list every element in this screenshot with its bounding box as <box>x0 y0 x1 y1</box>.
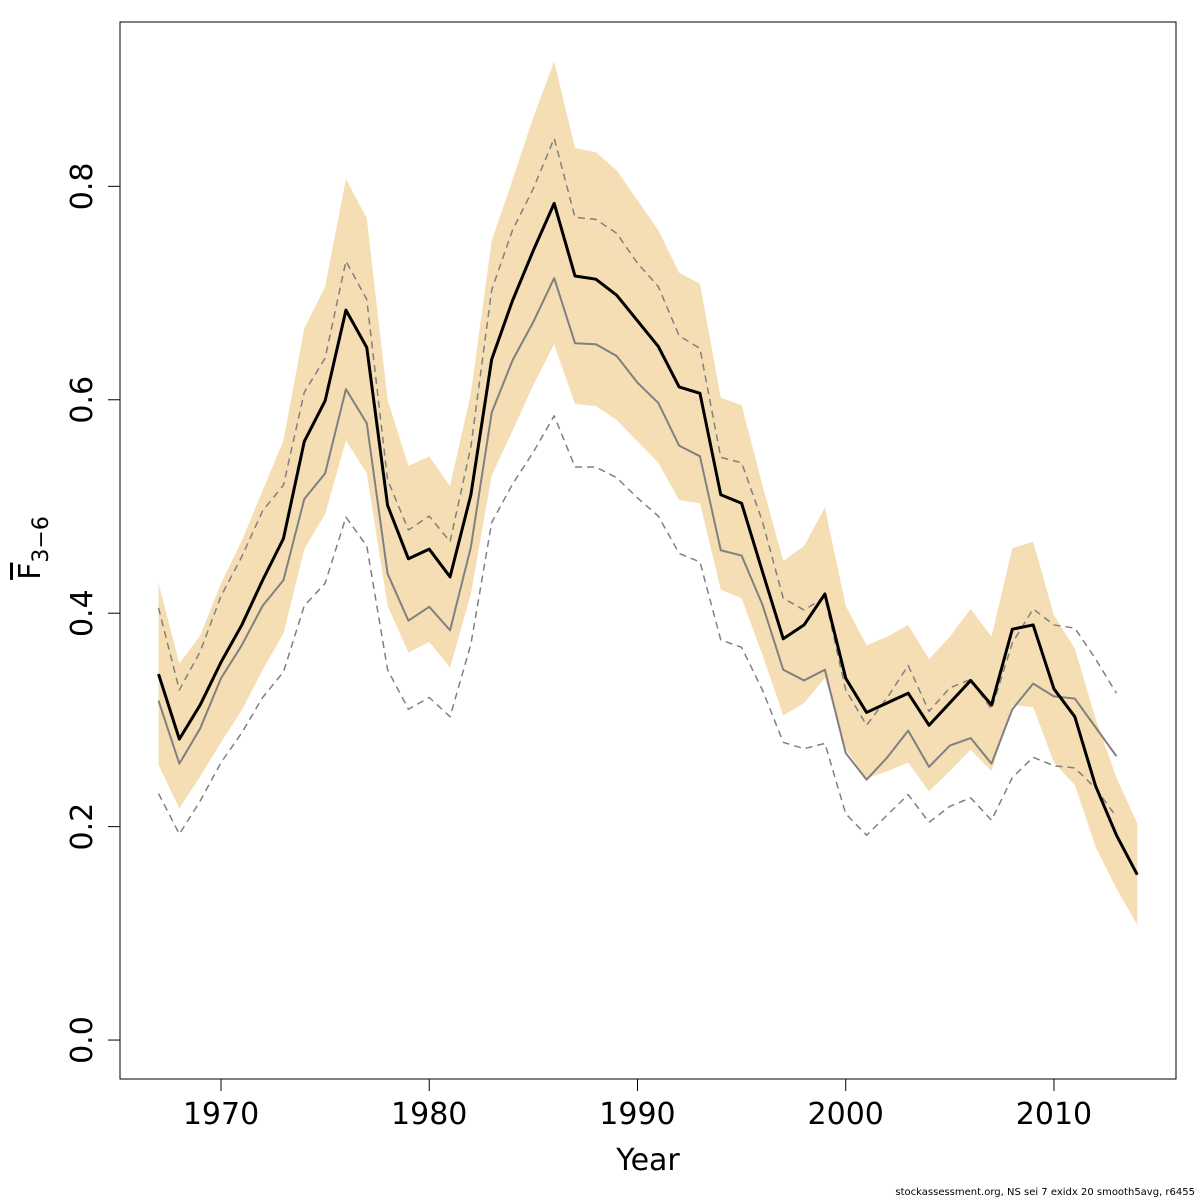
series-line <box>157 201 1139 876</box>
y-axis-title-text: F3−6 <box>13 516 54 580</box>
series-line <box>157 277 1118 781</box>
dashed-line <box>157 137 1118 726</box>
y-tick-label: 0.6 <box>65 376 100 424</box>
x-tick-label: 1980 <box>391 1097 467 1132</box>
y-tick-label: 0.0 <box>65 1016 100 1064</box>
x-tick-label: 1970 <box>183 1097 259 1132</box>
y-tick-label: 0.4 <box>65 589 100 637</box>
footer: stockassessment.org, NS sei 7 exidx 20 s… <box>895 1187 1195 1198</box>
y-axis-title-sub: 3−6 <box>29 516 54 562</box>
confidence-band <box>158 61 1138 925</box>
y-axis-title: F3−6 <box>13 516 54 580</box>
dashed-line <box>157 415 1118 836</box>
x-tick-label: 2010 <box>1016 1097 1092 1132</box>
x-tick-label: 1990 <box>599 1097 675 1132</box>
y-tick-label: 0.8 <box>65 162 100 210</box>
x-axis-title: Year <box>615 1143 680 1178</box>
x-tick-label: 2000 <box>808 1097 884 1132</box>
y-axis-title-main: F <box>13 563 48 580</box>
y-tick-label: 0.2 <box>65 803 100 851</box>
